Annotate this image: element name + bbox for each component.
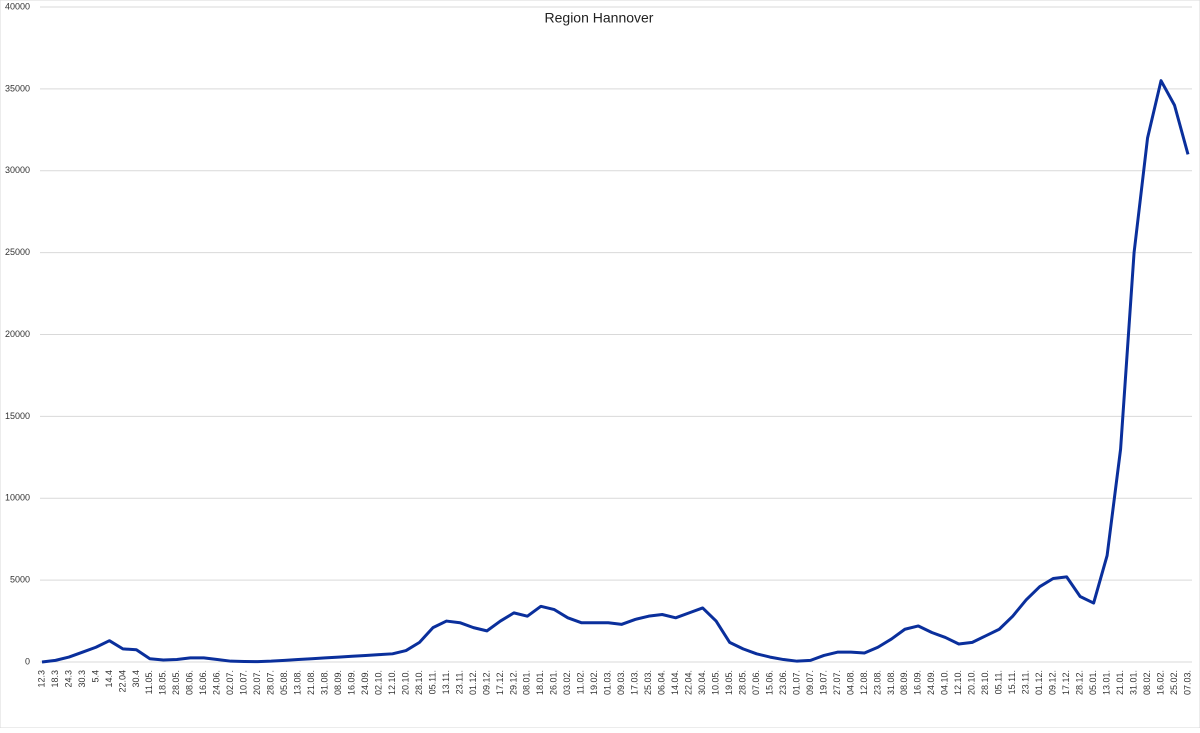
x-tick-label: 29.12. xyxy=(508,670,518,695)
x-tick-label: 04.08. xyxy=(845,670,855,695)
x-tick-label: 24.09. xyxy=(926,670,936,695)
x-tick-label: 28.07. xyxy=(266,670,276,695)
x-tick-label: 31.08. xyxy=(320,670,330,695)
x-tick-label: 15.11. xyxy=(1007,670,1017,694)
x-tick-label: 18.05. xyxy=(158,670,168,695)
x-tick-label: 05.11. xyxy=(994,670,1004,694)
x-tick-label: 02.07. xyxy=(225,670,235,695)
x-tick-label: 30.4 xyxy=(131,670,141,688)
x-tick-label: 01.12. xyxy=(1034,670,1044,695)
x-tick-label: 15.06. xyxy=(764,670,774,695)
x-tick-label: 24.09. xyxy=(360,670,370,695)
x-tick-label: 25.02. xyxy=(1169,670,1179,695)
x-tick-label: 16.09. xyxy=(913,670,923,695)
x-tick-label: 20.10. xyxy=(967,670,977,695)
x-tick-label: 05.11. xyxy=(427,670,437,694)
x-tick-label: 08.09. xyxy=(899,670,909,695)
y-tick-label: 0 xyxy=(25,656,30,666)
x-tick-label: 01.12. xyxy=(468,670,478,695)
chart-title: Region Hannover xyxy=(545,10,654,26)
x-tick-label: 12.3 xyxy=(36,670,46,688)
x-tick-label: 13.11. xyxy=(441,670,451,694)
y-tick-label: 30000 xyxy=(5,165,30,175)
x-tick-label: 18.3 xyxy=(50,670,60,688)
x-tick-label: 31.01. xyxy=(1128,670,1138,695)
x-tick-label: 13.08. xyxy=(293,670,303,695)
x-tick-label: 5.4 xyxy=(90,670,100,683)
x-tick-label: 07.03. xyxy=(1182,670,1192,695)
x-tick-label: 11.05. xyxy=(144,670,154,694)
x-tick-label: 18.01. xyxy=(535,670,545,695)
y-tick-label: 15000 xyxy=(5,411,30,421)
x-tick-label: 08.02. xyxy=(1142,670,1152,695)
x-tick-label: 16.02. xyxy=(1155,670,1165,695)
x-tick-label: 30.3 xyxy=(77,670,87,688)
x-tick-label: 09.12. xyxy=(481,670,491,695)
x-tick-label: 21.08. xyxy=(306,670,316,695)
x-tick-label: 23.11. xyxy=(1021,670,1031,694)
x-tick-label: 09.07. xyxy=(805,670,815,695)
x-tick-label: 31.08. xyxy=(886,670,896,695)
x-tick-label: 30.04. xyxy=(697,670,707,695)
x-tick-label: 25.03. xyxy=(643,670,653,695)
x-tick-label: 17.12. xyxy=(1061,670,1071,695)
x-tick-label: 23.11. xyxy=(454,670,464,694)
x-tick-label: 22.04. xyxy=(684,670,694,695)
x-tick-label: 26.01. xyxy=(549,670,559,695)
x-tick-label: 11.02. xyxy=(576,670,586,694)
y-tick-label: 35000 xyxy=(5,83,30,93)
x-tick-label: 20.07. xyxy=(252,670,262,695)
x-tick-label: 28.05. xyxy=(171,670,181,695)
x-tick-label: 23.08. xyxy=(872,670,882,695)
x-tick-label: 12.10. xyxy=(953,670,963,695)
x-tick-label: 24.06. xyxy=(212,670,222,695)
x-tick-label: 02.10. xyxy=(373,670,383,695)
x-tick-label: 28.12. xyxy=(1075,670,1085,695)
x-tick-label: 27.07. xyxy=(832,670,842,695)
x-tick-label: 17.03. xyxy=(630,670,640,695)
x-tick-label: 10.05. xyxy=(710,670,720,695)
x-tick-label: 09.03. xyxy=(616,670,626,695)
x-tick-label: 14.04. xyxy=(670,670,680,695)
x-tick-label: 07.06. xyxy=(751,670,761,695)
x-tick-label: 13.01. xyxy=(1101,670,1111,695)
x-tick-label: 05.08. xyxy=(279,670,289,695)
x-tick-label: 28.10. xyxy=(980,670,990,695)
x-tick-label: 01.07. xyxy=(791,670,801,695)
x-tick-label: 14.4 xyxy=(104,670,114,688)
x-tick-label: 12.08. xyxy=(859,670,869,695)
x-tick-label: 19.07. xyxy=(818,670,828,695)
x-tick-label: 03.02. xyxy=(562,670,572,695)
x-tick-label: 12.10. xyxy=(387,670,397,695)
x-tick-label: 19.02. xyxy=(589,670,599,695)
y-tick-label: 20000 xyxy=(5,329,30,339)
x-tick-label: 10.07. xyxy=(239,670,249,695)
y-tick-label: 40000 xyxy=(5,1,30,11)
x-tick-label: 08.09. xyxy=(333,670,343,695)
x-tick-label: 23.06. xyxy=(778,670,788,695)
x-tick-label: 21.01. xyxy=(1115,670,1125,695)
y-tick-label: 25000 xyxy=(5,247,30,257)
x-tick-label: 19.05. xyxy=(724,670,734,695)
x-tick-label: 22.04 xyxy=(117,670,127,693)
x-tick-label: 06.04. xyxy=(657,670,667,695)
x-tick-label: 20.10. xyxy=(400,670,410,695)
y-tick-label: 5000 xyxy=(10,575,30,585)
x-tick-label: 17.12. xyxy=(495,670,505,695)
data-line xyxy=(41,79,1190,664)
x-tick-label: 16.06. xyxy=(198,670,208,695)
x-tick-label: 28.05. xyxy=(737,670,747,695)
x-tick-label: 09.12. xyxy=(1048,670,1058,695)
x-tick-label: 01.03. xyxy=(603,670,613,695)
x-tick-label: 16.09. xyxy=(346,670,356,695)
x-tick-label: 04.10. xyxy=(940,670,950,695)
x-tick-label: 05.01. xyxy=(1088,670,1098,695)
x-tick-label: 08.01. xyxy=(522,670,532,695)
x-tick-label: 24.3 xyxy=(63,670,73,688)
x-tick-label: 28.10. xyxy=(414,670,424,695)
y-tick-label: 10000 xyxy=(5,493,30,503)
x-tick-label: 08.06. xyxy=(185,670,195,695)
